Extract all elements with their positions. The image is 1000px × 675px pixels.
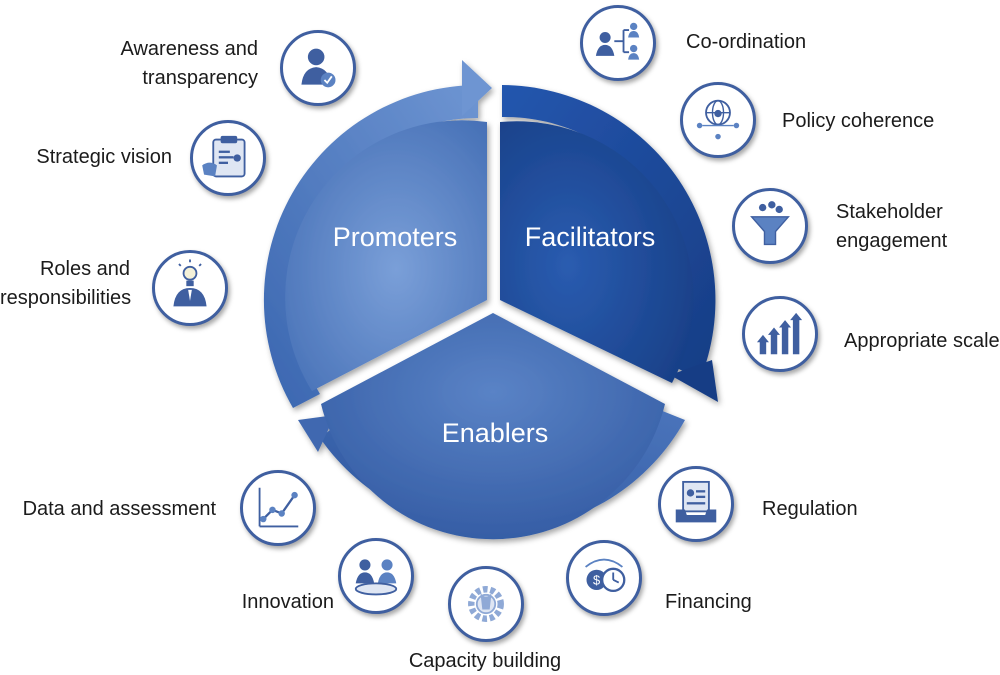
org-chart-icon (580, 5, 656, 81)
facilitators-arrowhead (670, 360, 718, 402)
coordination-label: Co-ordination (686, 31, 807, 53)
facilitators-segment (500, 85, 718, 402)
stakeholder-label-line1: Stakeholder (836, 201, 943, 223)
facilitators-arc (502, 85, 716, 380)
promoters-arrowhead (462, 60, 492, 116)
enablers-segment (298, 313, 685, 540)
promoters-label: Promoters (333, 222, 458, 252)
gear-wrench-icon (448, 566, 524, 642)
roles-label: Roles and responsibilities (0, 255, 132, 313)
data-assessment-label: Data and assessment (22, 498, 216, 520)
money-clock-icon: $ (566, 540, 642, 616)
people-meeting-icon (338, 538, 414, 614)
awareness-label: Awareness and transparency (100, 35, 259, 93)
document-tray-icon (658, 466, 734, 542)
awareness-label-line2: transparency (142, 67, 258, 89)
policy-coherence-label: Policy coherence (782, 110, 935, 132)
person-lightbulb-icon (152, 250, 228, 326)
enablers-arrowhead (298, 415, 335, 452)
facilitators-label: Facilitators (525, 222, 656, 252)
line-chart-icon (240, 470, 316, 546)
roles-label-line2: responsibilities (0, 287, 132, 309)
funnel-people-icon (732, 188, 808, 264)
promoters-segment (263, 60, 492, 408)
globe-network-icon (680, 82, 756, 158)
strategic-vision-label: Strategic vision (36, 146, 172, 168)
roles-label-line1: Roles and (39, 258, 130, 280)
promoters-arc (263, 85, 478, 408)
stakeholder-label: Stakeholder engagement (836, 198, 947, 256)
capacity-building-label: Capacity building (408, 650, 562, 672)
awareness-label-line1: Awareness and (120, 38, 259, 60)
enablers-sector (321, 313, 665, 540)
promoters-sector (285, 120, 487, 392)
financing-label: Financing (665, 591, 752, 613)
svg-text:$: $ (593, 572, 600, 587)
regulation-label: Regulation (762, 498, 858, 520)
stakeholder-label-line2: engagement (836, 230, 948, 252)
appropriate-scale-label: Appropriate scale (844, 330, 1000, 352)
facilitators-sector (500, 121, 694, 384)
person-checkmark-icon (280, 30, 356, 106)
innovation-label: Innovation (241, 591, 334, 613)
enablers-label: Enablers (442, 418, 549, 448)
clipboard-plan-icon (190, 120, 266, 196)
growth-arrows-icon (742, 296, 818, 372)
